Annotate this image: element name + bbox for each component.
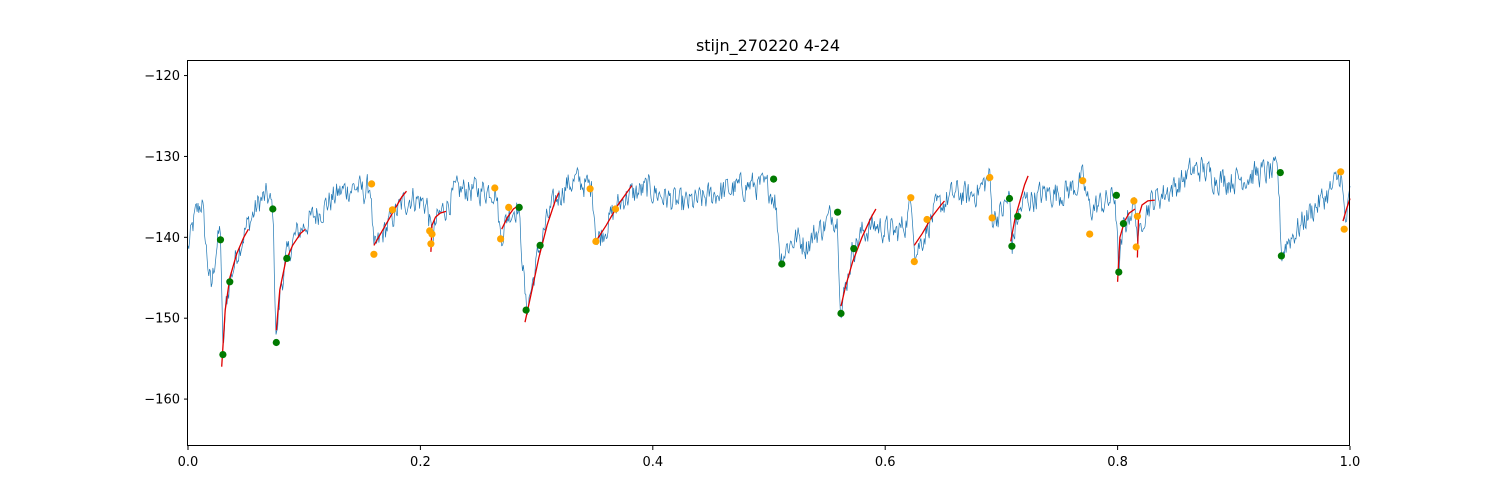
green-marker-15 xyxy=(1008,242,1016,250)
orange-marker-2 xyxy=(388,206,397,214)
green-marker-19 xyxy=(1119,220,1127,228)
orange-marker-19 xyxy=(1130,197,1138,205)
orange-marker-8 xyxy=(505,203,513,211)
orange-marker-20 xyxy=(1132,243,1140,251)
green-marker-17 xyxy=(1112,191,1120,199)
fit-curve-6 xyxy=(595,185,633,242)
orange-marker-22 xyxy=(1337,168,1345,176)
y-axis: −160 −150 −140 −130 −120 xyxy=(144,69,188,408)
green-marker-11 xyxy=(834,208,842,216)
y-tick-label-4: −120 xyxy=(144,69,180,84)
x-tick-label-2: 0.4 xyxy=(642,455,663,470)
x-tick-label-3: 0.6 xyxy=(875,455,896,470)
fit-curve-9 xyxy=(1010,175,1029,242)
y-tick-label-1: −150 xyxy=(144,312,180,327)
orange-marker-10 xyxy=(592,237,600,245)
green-marker-7 xyxy=(522,306,530,314)
green-marker-4 xyxy=(272,338,280,347)
green-marker-8 xyxy=(536,241,544,249)
orange-marker-9 xyxy=(586,185,594,193)
green-marker-9 xyxy=(770,175,778,183)
orange-marker-1 xyxy=(370,250,378,258)
orange-marker-11 xyxy=(612,205,620,213)
green-marker-5 xyxy=(283,254,291,262)
orange-marker-21 xyxy=(1133,212,1141,220)
green-marker-10 xyxy=(778,260,786,268)
green-marker-12 xyxy=(837,309,845,317)
orange-marker-7 xyxy=(497,235,505,243)
orange-marker-4 xyxy=(427,240,435,248)
green-marker-14 xyxy=(1005,194,1014,203)
x-axis: 0.0 0.2 0.4 0.6 0.8 1.0 xyxy=(178,446,1361,470)
orange-marker-12 xyxy=(907,194,915,202)
green-marker-16 xyxy=(1014,212,1022,220)
x-tick-label-0: 0.0 xyxy=(178,455,199,470)
green-marker-3 xyxy=(269,205,277,213)
fit-curve-1 xyxy=(275,228,306,331)
x-tick-label-1: 0.2 xyxy=(410,455,431,470)
green-marker-13 xyxy=(850,245,858,253)
y-tick-label-0: −160 xyxy=(144,393,180,408)
orange-marker-17 xyxy=(1079,177,1087,185)
green-marker-18 xyxy=(1115,268,1123,276)
orange-marker-13 xyxy=(910,258,918,266)
y-tick-label-3: −130 xyxy=(144,150,180,165)
x-tick-label-5: 1.0 xyxy=(1340,455,1361,470)
chart-title: stijn_270220 4-24 xyxy=(696,36,840,56)
orange-marker-15 xyxy=(986,173,994,182)
fit-curve-5 xyxy=(524,192,560,323)
orange-marker-14 xyxy=(923,215,931,224)
y-tick-label-2: −140 xyxy=(144,231,180,246)
green-marker-20 xyxy=(1276,169,1284,177)
green-marker-1 xyxy=(219,351,227,359)
orange-marker-0 xyxy=(368,180,376,188)
fit-curve-11 xyxy=(1136,199,1155,258)
plot-frame xyxy=(187,60,1350,446)
orange-marker-5 xyxy=(428,230,436,238)
green-marker-0 xyxy=(216,236,225,244)
orange-marker-16 xyxy=(988,214,996,222)
green-marker-6 xyxy=(515,203,523,211)
fit-curve-7 xyxy=(840,208,877,307)
orange-marker-23 xyxy=(1340,225,1348,233)
orange-marker-6 xyxy=(491,184,499,192)
orange-marker-18 xyxy=(1086,230,1094,238)
green-marker-2 xyxy=(226,278,234,286)
x-tick-label-4: 0.8 xyxy=(1107,455,1128,470)
fit-curve-12 xyxy=(1342,198,1351,222)
fit-curve-8 xyxy=(913,200,945,246)
plot-area xyxy=(187,156,1351,367)
fit-curve-0 xyxy=(221,228,249,367)
green-marker-21 xyxy=(1277,252,1285,260)
